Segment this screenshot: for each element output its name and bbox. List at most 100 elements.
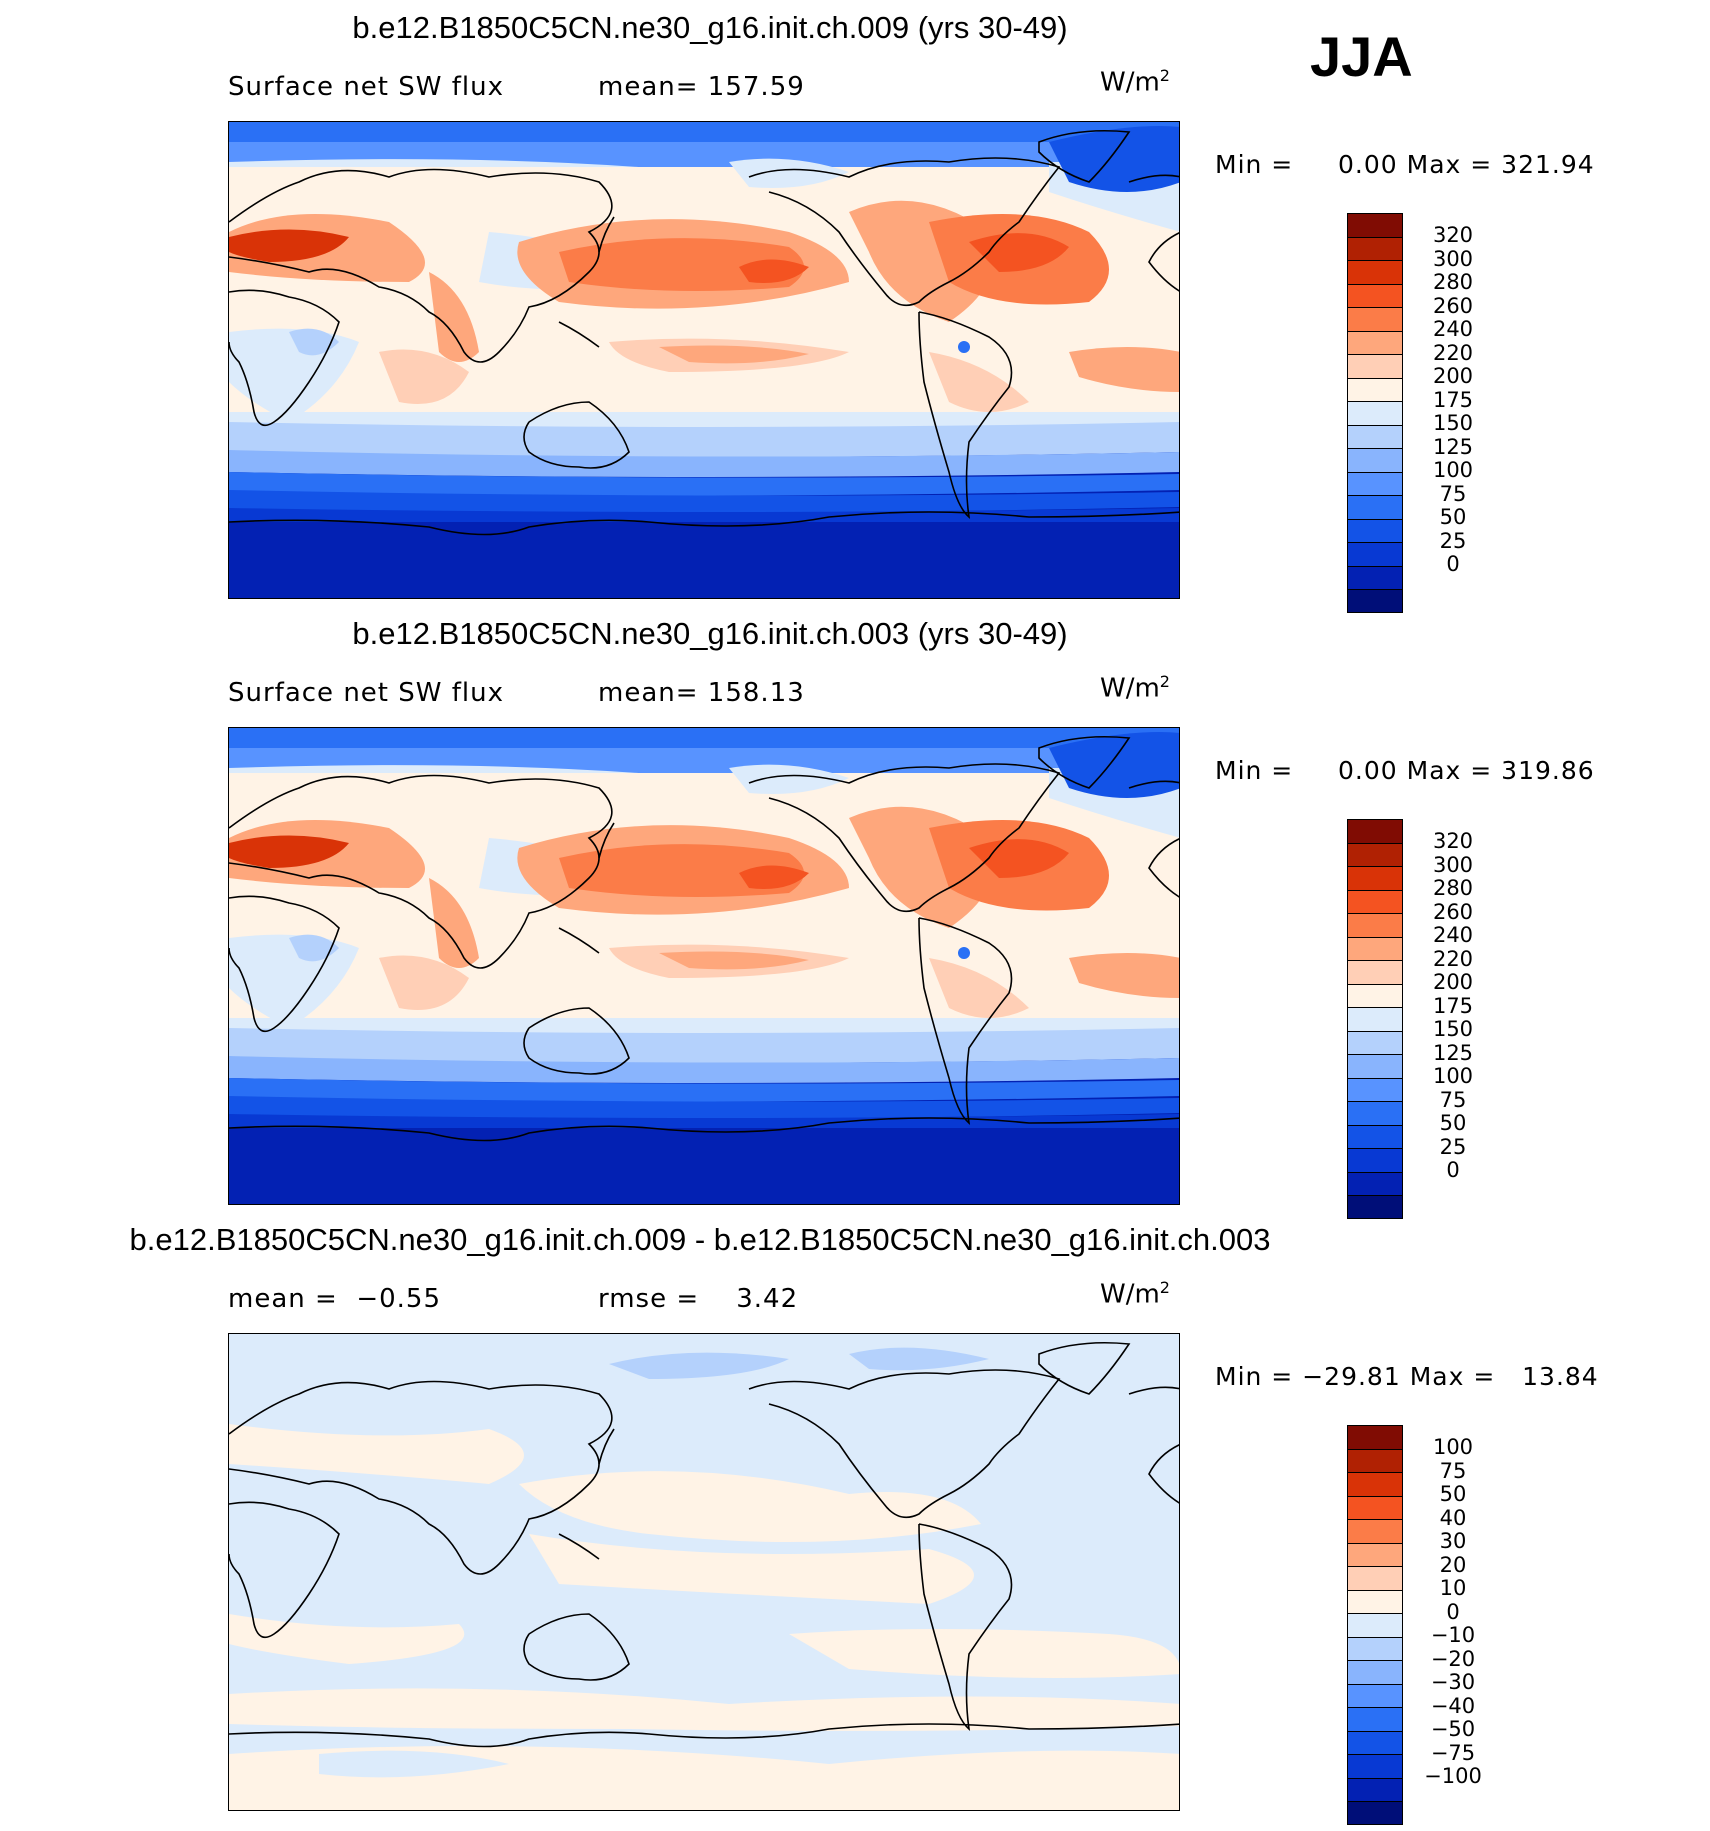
colorbar-swatch (1347, 495, 1403, 519)
units-label: W/m2 (1100, 672, 1170, 704)
colorbar-swatch (1347, 1007, 1403, 1031)
colorbar-swatch (1347, 1519, 1403, 1543)
mean-value: 157.59 (707, 72, 805, 102)
map-plot (228, 1333, 1180, 1811)
colorbar-tick-label: 75 (1439, 1087, 1467, 1112)
sw-flux-map (229, 122, 1179, 598)
colorbar-tick-label: 240 (1432, 923, 1474, 947)
colorbar-swatch (1347, 1030, 1403, 1054)
mean-readout: mean= 158.13 (598, 678, 805, 708)
colorbar-swatch (1347, 260, 1403, 284)
colorbar-tick-label: 125 (1432, 1040, 1474, 1065)
colorbar-swatch (1347, 471, 1403, 495)
colorbar-swatch (1347, 1542, 1403, 1566)
colorbar-tick-label: 300 (1432, 246, 1474, 271)
colorbar-swatch (1347, 1195, 1403, 1219)
colorbar-swatch (1347, 842, 1403, 866)
colorbar (1347, 1425, 1403, 1825)
colorbar-tick-label: 280 (1432, 876, 1474, 900)
colorbar-tick-label: −30 (1430, 1670, 1476, 1694)
panel-case-003: b.e12.B1850C5CN.ne30_g16.init.ch.003 (yr… (0, 606, 1710, 1219)
colorbar-tick-label: 0 (1446, 1599, 1460, 1624)
rmse-readout: rmse = 3.42 (598, 1284, 798, 1314)
colorbar-tick-label: −10 (1430, 1623, 1476, 1647)
colorbar-tick-label: −20 (1430, 1646, 1476, 1671)
colorbar-tick-label: −100 (1424, 1764, 1482, 1788)
mean-value: −0.55 (356, 1284, 442, 1314)
colorbar-swatch (1347, 448, 1403, 472)
colorbar-swatch (1347, 1660, 1403, 1684)
colorbar-swatch (1347, 1566, 1403, 1590)
min-max-readout: Min = −29.81 Max = 13.84 (1215, 1362, 1599, 1391)
max-label: Max = (1406, 150, 1493, 179)
colorbar-swatch (1347, 983, 1403, 1007)
colorbar-swatch (1347, 866, 1403, 890)
colorbar-tick-label: 175 (1432, 387, 1474, 412)
max-label: Max = (1409, 1362, 1496, 1391)
colorbar-swatch (1347, 1425, 1403, 1449)
colorbar-swatch (1347, 283, 1403, 307)
colorbar-tick-label: 10 (1439, 1576, 1467, 1600)
colorbar-swatch (1347, 354, 1403, 378)
colorbar-swatch (1347, 307, 1403, 331)
colorbar-tick-label: 75 (1439, 481, 1467, 506)
max-label: Max = (1406, 756, 1493, 785)
colorbar-tick-label: 220 (1432, 946, 1474, 971)
colorbar (1347, 213, 1403, 613)
max-value: 13.84 (1522, 1362, 1599, 1391)
colorbar-tick-label: 220 (1432, 340, 1474, 365)
panel-case-009: b.e12.B1850C5CN.ne30_g16.init.ch.009 (yr… (0, 0, 1710, 613)
colorbar-labels: 320 300 280 260 240 220 200 175 150 125 100 75 50 25 0 (1418, 829, 1488, 1183)
units-label: W/m2 (1100, 1278, 1170, 1310)
colorbar-tick-label: 30 (1439, 1529, 1467, 1553)
colorbar-tick-label: 50 (1439, 1482, 1467, 1506)
colorbar-tick-label: 260 (1432, 293, 1474, 318)
colorbar-tick-label: 240 (1432, 317, 1474, 341)
units-label: W/m2 (1100, 66, 1170, 98)
colorbar-labels: 320 300 280 260 240 220 200 175 150 125 100 75 50 25 0 (1418, 223, 1488, 577)
map-plot (228, 727, 1180, 1205)
colorbar-swatch (1347, 330, 1403, 354)
colorbar-swatch (1347, 377, 1403, 401)
colorbar-swatch (1347, 1472, 1403, 1496)
max-value: 319.86 (1501, 756, 1595, 785)
colorbar-swatch (1347, 1777, 1403, 1801)
min-max-readout: Min = 0.00 Max = 321.94 (1215, 150, 1595, 179)
min-value: 0.00 (1338, 150, 1398, 179)
mean-readout: mean = −0.55 (228, 1284, 441, 1314)
colorbar-tick-label: −75 (1430, 1740, 1476, 1765)
colorbar (1347, 819, 1403, 1219)
colorbar-tick-label: 150 (1432, 411, 1474, 435)
colorbar-swatch (1347, 1495, 1403, 1519)
colorbar-swatch (1347, 236, 1403, 260)
colorbar-tick-label: 320 (1432, 829, 1474, 853)
rmse-label: rmse = (598, 1284, 700, 1314)
colorbar-swatch (1347, 1589, 1403, 1613)
min-max-readout: Min = 0.00 Max = 319.86 (1215, 756, 1595, 785)
colorbar-tick-label: 50 (1439, 1111, 1467, 1135)
mean-value: 158.13 (707, 678, 805, 708)
max-value: 321.94 (1501, 150, 1595, 179)
colorbar-swatch (1347, 565, 1403, 589)
map-plot (228, 121, 1180, 599)
colorbar-tick-label: 125 (1432, 434, 1474, 459)
colorbar-swatch (1347, 1613, 1403, 1637)
colorbar-tick-label: 75 (1439, 1458, 1467, 1483)
panel-title: b.e12.B1850C5CN.ne30_g16.init.ch.009 (yr… (352, 10, 1068, 45)
panel-difference: b.e12.B1850C5CN.ne30_g16.init.ch.009 - b… (0, 1212, 1710, 1825)
colorbar-swatch (1347, 589, 1403, 613)
colorbar-tick-label: −50 (1430, 1717, 1476, 1741)
colorbar-tick-label: 0 (1446, 1158, 1460, 1182)
colorbar-swatch (1347, 1636, 1403, 1660)
colorbar-swatch (1347, 518, 1403, 542)
variable-label: Surface net SW flux (228, 678, 504, 708)
colorbar-tick-label: −40 (1430, 1693, 1476, 1718)
min-label: Min = (1215, 1362, 1294, 1391)
min-label: Min = (1215, 756, 1294, 785)
colorbar-labels: 100 75 50 40 30 20 10 0 −10 −20 −30 −40 −50 −75 −100 (1418, 1435, 1488, 1789)
colorbar-swatch (1347, 1171, 1403, 1195)
min-value: 0.00 (1338, 756, 1398, 785)
colorbar-tick-label: 50 (1439, 505, 1467, 529)
colorbar-tick-label: 100 (1432, 1064, 1474, 1088)
min-label: Min = (1215, 150, 1294, 179)
